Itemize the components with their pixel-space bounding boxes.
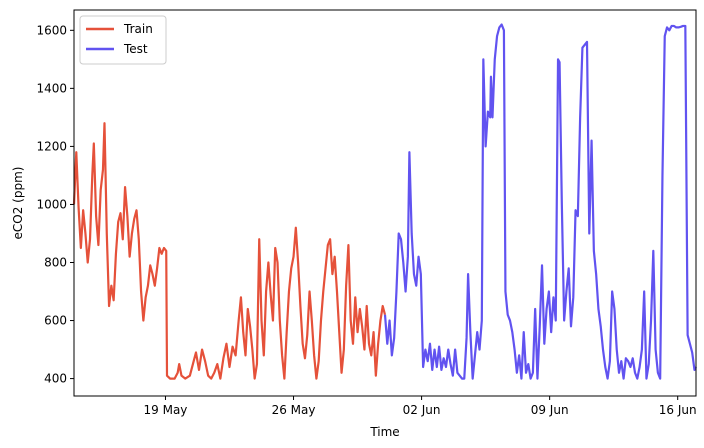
x-tick-label: 02 Jun <box>403 403 441 417</box>
y-axis: 400 600 800 1000 1200 1400 1600 <box>36 23 74 386</box>
series-line-train <box>72 122 387 380</box>
x-axis: 19 May 26 May 02 Jun 09 Jun 16 Jun <box>144 396 697 417</box>
y-tick-label: 600 <box>44 314 67 328</box>
x-tick-label: 16 Jun <box>659 403 697 417</box>
y-tick-label: 400 <box>44 372 67 386</box>
plot-frame <box>73 9 697 397</box>
y-tick-label: 1400 <box>36 81 67 95</box>
legend-label-train: Train <box>123 22 153 36</box>
series-layer <box>72 23 697 380</box>
x-axis-label: Time <box>369 425 399 439</box>
plot-area <box>72 9 697 397</box>
y-tick-label: 1200 <box>36 139 67 153</box>
y-tick-label: 800 <box>44 255 67 269</box>
legend-box <box>79 15 167 65</box>
legend: Train Test <box>79 15 167 65</box>
x-tick-label: 19 May <box>144 403 188 417</box>
y-tick-label: 1600 <box>36 23 67 37</box>
y-tick-label: 1000 <box>36 197 67 211</box>
x-tick-label: 09 Jun <box>531 403 569 417</box>
x-tick-label: 26 May <box>272 403 316 417</box>
series-line-test <box>383 23 697 380</box>
legend-label-test: Test <box>123 42 148 56</box>
y-axis-label: eCO2 (ppm) <box>11 167 25 240</box>
